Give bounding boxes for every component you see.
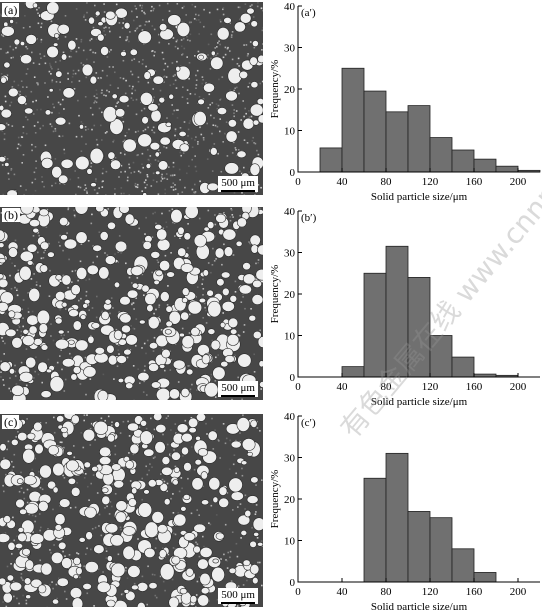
bar-0-6 bbox=[452, 150, 474, 172]
x-tick-label: 40 bbox=[337, 381, 349, 393]
y-tick-label: 40 bbox=[284, 411, 296, 423]
x-tick-label: 0 bbox=[295, 381, 301, 393]
bar-1-5 bbox=[452, 357, 474, 377]
x-tick-label: 120 bbox=[422, 586, 439, 598]
micrograph-b: (b) 500 μm bbox=[0, 207, 263, 400]
micrograph-c: (c) 500 μm bbox=[0, 414, 263, 607]
bar-2-5 bbox=[474, 572, 496, 582]
bar-0-1 bbox=[342, 68, 364, 172]
y-tick-label: 40 bbox=[284, 1, 296, 13]
y-tick-label: 30 bbox=[284, 43, 296, 55]
bar-2-3 bbox=[430, 518, 452, 582]
bar-2-0 bbox=[364, 478, 386, 582]
bar-2-2 bbox=[408, 511, 430, 582]
bar-0-8 bbox=[496, 166, 518, 172]
bar-1-4 bbox=[430, 336, 452, 378]
x-tick-label: 200 bbox=[510, 381, 527, 393]
panel-tag-b: (b) bbox=[2, 208, 20, 222]
bar-0-0 bbox=[320, 148, 342, 172]
x-tick-label: 200 bbox=[510, 586, 527, 598]
x-axis-label: Solid particle size/μm bbox=[371, 191, 468, 203]
chart-panel-label: (b′) bbox=[301, 212, 317, 224]
x-axis-label: Solid particle size/μm bbox=[371, 601, 468, 610]
y-tick-label: 20 bbox=[284, 494, 296, 506]
scale-bar-c-line bbox=[221, 602, 255, 604]
x-axis-label: Solid particle size/μm bbox=[371, 396, 468, 408]
x-tick-label: 40 bbox=[337, 176, 349, 188]
y-tick-label: 30 bbox=[284, 453, 296, 465]
x-tick-label: 80 bbox=[381, 176, 393, 188]
micrograph-a: (a) 500 μm bbox=[0, 2, 263, 195]
x-tick-label: 160 bbox=[466, 381, 483, 393]
chart-panel-label: (c′) bbox=[301, 417, 316, 429]
bar-0-3 bbox=[386, 112, 408, 172]
micrograph-a-texture bbox=[0, 2, 263, 195]
x-tick-label: 200 bbox=[510, 176, 527, 188]
bar-0-7 bbox=[474, 159, 496, 172]
x-tick-label: 80 bbox=[381, 381, 393, 393]
bar-2-1 bbox=[386, 453, 408, 582]
scale-bar-b-label: 500 μm bbox=[221, 382, 255, 394]
scale-bar-b-line bbox=[221, 395, 255, 397]
y-axis-label: Frequency/% bbox=[269, 265, 281, 324]
x-tick-label: 160 bbox=[466, 176, 483, 188]
x-tick-label: 120 bbox=[422, 176, 439, 188]
bar-1-1 bbox=[364, 273, 386, 377]
y-tick-label: 10 bbox=[284, 331, 296, 343]
panel-tag-c: (c) bbox=[2, 415, 19, 429]
scale-bar-b: 500 μm bbox=[218, 381, 258, 397]
scale-bar-a: 500 μm bbox=[218, 176, 258, 192]
x-tick-label: 80 bbox=[381, 586, 393, 598]
scale-bar-a-line bbox=[221, 190, 255, 192]
y-tick-label: 10 bbox=[284, 536, 296, 548]
x-tick-label: 0 bbox=[295, 586, 301, 598]
micrograph-b-texture bbox=[0, 207, 263, 400]
y-tick-label: 20 bbox=[284, 289, 296, 301]
x-tick-label: 40 bbox=[337, 586, 349, 598]
bar-0-4 bbox=[408, 106, 430, 172]
x-tick-label: 0 bbox=[295, 176, 301, 188]
bar-1-0 bbox=[342, 367, 364, 377]
bar-1-3 bbox=[408, 277, 430, 377]
y-tick-label: 10 bbox=[284, 126, 296, 138]
scale-bar-c-label: 500 μm bbox=[221, 589, 255, 601]
bar-1-2 bbox=[386, 246, 408, 377]
x-tick-label: 120 bbox=[422, 381, 439, 393]
bar-0-5 bbox=[430, 138, 452, 172]
panel-tag-a: (a) bbox=[2, 3, 19, 17]
y-tick-label: 40 bbox=[284, 206, 296, 218]
bar-2-4 bbox=[452, 549, 474, 582]
y-axis-label: Frequency/% bbox=[269, 60, 281, 119]
y-tick-label: 30 bbox=[284, 248, 296, 260]
y-axis-label: Frequency/% bbox=[269, 470, 281, 529]
chart-panel-label: (a′) bbox=[301, 7, 316, 19]
x-tick-label: 160 bbox=[466, 586, 483, 598]
scale-bar-c: 500 μm bbox=[218, 588, 258, 604]
scale-bar-a-label: 500 μm bbox=[221, 177, 255, 189]
bar-0-2 bbox=[364, 91, 386, 172]
micrograph-c-texture bbox=[0, 414, 263, 607]
y-tick-label: 20 bbox=[284, 84, 296, 96]
